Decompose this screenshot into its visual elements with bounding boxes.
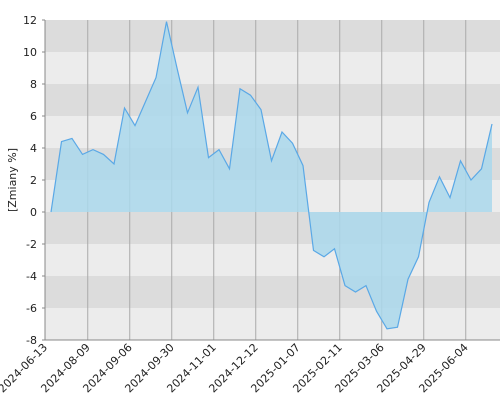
- area: [51, 21, 492, 329]
- grid-band: [45, 244, 500, 276]
- y-tick-label: -4: [26, 270, 37, 283]
- grid-band: [45, 52, 500, 84]
- line: [50, 21, 493, 330]
- y-tick-label: 8: [30, 78, 37, 91]
- y-tick-label: -6: [26, 302, 37, 315]
- y-tick-label: -8: [26, 334, 37, 347]
- grid-band: [45, 84, 500, 116]
- y-tick-label: 2: [30, 174, 37, 187]
- grid-band: [45, 212, 500, 244]
- grid-band: [45, 20, 500, 52]
- y-tick-label: 4: [30, 142, 37, 155]
- y-axis-label: [Zmiany %]: [6, 148, 19, 212]
- y-tick-label: 0: [30, 206, 37, 219]
- y-tick-label: -2: [26, 238, 37, 251]
- y-tick-label: 10: [23, 46, 37, 59]
- y-tick-label: 6: [30, 110, 37, 123]
- y-tick-label: 12: [23, 14, 37, 27]
- grid-band: [45, 116, 500, 148]
- grid-band: [45, 276, 500, 308]
- grid-band: [45, 308, 500, 340]
